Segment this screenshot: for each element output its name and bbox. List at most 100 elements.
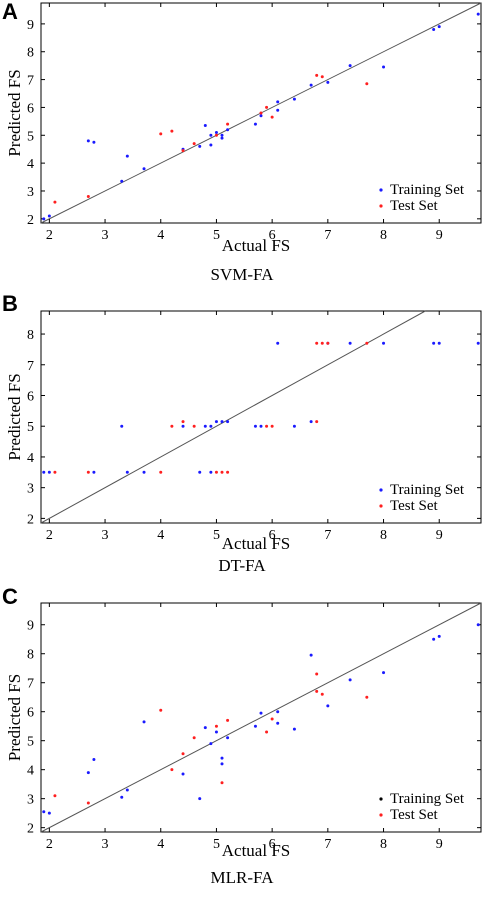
svm-fa-test-point: [181, 149, 185, 153]
svm-fa-test-point: [320, 75, 324, 79]
mlr-fa-legend-test-marker: [379, 813, 383, 817]
dt-fa-test-point: [181, 420, 185, 424]
mlr-fa-plot-frame: [40, 602, 482, 833]
dt-fa-training-point: [47, 470, 51, 474]
dt-fa-training-point: [476, 341, 480, 345]
svm-fa-training-point: [86, 139, 90, 143]
mlr-fa-training-point: [120, 795, 124, 799]
dt-fa-legend-training-label: Training Set: [390, 482, 465, 498]
svm-fa-training-point: [203, 124, 207, 128]
dt-fa-x-tick-label: 6: [269, 528, 276, 543]
dt-fa-training-point: [348, 341, 352, 345]
svm-fa-scatter-chart: 2 3 4 5 6 7 8 9 2 3 4 5 6 7 8 9 Actual FS Predicted FS Tra…: [5, 2, 482, 255]
mlr-fa-training-point: [142, 720, 146, 724]
svm-fa-training-point: [309, 83, 313, 87]
svm-fa-test-point: [226, 122, 230, 126]
mlr-fa-test-point: [159, 708, 163, 712]
svm-fa-training-point: [476, 12, 480, 16]
mlr-fa-test-point: [181, 752, 185, 756]
panel-letter-b: B: [2, 291, 18, 316]
svm-fa-training-point: [198, 144, 202, 148]
dt-fa-training-point: [259, 424, 263, 428]
mlr-fa-test-point: [270, 717, 274, 721]
mlr-fa-test-point: [192, 736, 196, 740]
svm-fa-y-tick-label: 6: [27, 101, 34, 116]
mlr-fa-legend-training-label: Training Set: [390, 791, 465, 807]
chart-caption-svm-fa: SVM-FA: [210, 265, 274, 284]
dt-fa-training-point: [437, 341, 441, 345]
svm-fa-training-point: [382, 65, 386, 69]
mlr-fa-x-tick-label: 7: [324, 837, 331, 852]
dt-fa-test-point: [315, 420, 319, 424]
dt-fa-x-tick-label: 2: [46, 528, 53, 543]
mlr-fa-scatter-chart: 2 3 4 5 6 7 8 9 2 3 4 5 6 7 8 9 Actual FS Predicted FS Tra…: [5, 602, 482, 860]
svm-fa-legend-test-label: Test Set: [390, 198, 439, 214]
mlr-fa-training-point: [276, 721, 280, 725]
mlr-fa-training-point: [47, 811, 51, 815]
mlr-fa-x-tick-label: 8: [380, 837, 387, 852]
mlr-fa-training-point: [309, 653, 313, 657]
svm-fa-training-point: [292, 97, 296, 101]
dt-fa-test-point: [365, 341, 369, 345]
dt-fa-y-tick-label: 5: [27, 420, 34, 435]
dt-fa-test-point: [226, 470, 230, 474]
dt-fa-plot-frame: [40, 310, 482, 524]
mlr-fa-y-axis-label: Predicted FS: [5, 674, 24, 761]
mlr-fa-test-point: [214, 724, 218, 728]
mlr-fa-training-point: [432, 637, 436, 641]
mlr-fa-training-point: [382, 671, 386, 675]
mlr-fa-test-point: [86, 801, 90, 805]
dt-fa-y-tick-label: 8: [27, 328, 34, 343]
mlr-fa-y-tick-label: 7: [27, 677, 34, 692]
mlr-fa-training-point: [214, 730, 218, 734]
dt-fa-x-tick-label: 5: [213, 528, 220, 543]
dt-fa-y-tick-label: 7: [27, 359, 34, 374]
dt-fa-training-point: [92, 470, 96, 474]
chart-caption-dt-fa: DT-FA: [218, 556, 266, 575]
svm-fa-x-tick-label: 7: [324, 228, 331, 243]
svm-fa-y-tick-label: 2: [27, 213, 34, 228]
svm-fa-legend-training-marker: [379, 188, 383, 192]
svm-fa-training-point: [253, 122, 257, 126]
dt-fa-test-point: [220, 470, 224, 474]
dt-fa-training-point: [209, 470, 213, 474]
mlr-fa-test-point: [320, 692, 324, 696]
svm-fa-y-tick-label: 9: [27, 18, 34, 33]
mlr-fa-test-point: [170, 768, 174, 772]
dt-fa-training-point: [226, 420, 230, 424]
svm-fa-test-point: [170, 129, 174, 133]
mlr-fa-y-tick-label: 2: [27, 822, 34, 837]
dt-fa-training-point: [276, 341, 280, 345]
dt-fa-test-point: [320, 341, 324, 345]
svm-fa-training-point: [120, 179, 124, 183]
svm-fa-test-point: [259, 111, 263, 115]
mlr-fa-test-point: [315, 672, 319, 676]
svm-fa-training-point: [220, 136, 224, 140]
dt-fa-training-point: [382, 341, 386, 345]
svm-fa-test-point: [214, 133, 218, 137]
mlr-fa-training-point: [326, 704, 330, 708]
svm-fa-training-point: [220, 133, 224, 137]
svm-fa-x-tick-label: 5: [213, 228, 220, 243]
svm-fa-training-point: [259, 114, 263, 118]
svm-fa-training-point: [326, 80, 330, 84]
dt-fa-x-tick-label: 4: [157, 528, 164, 543]
mlr-fa-training-point: [226, 736, 230, 740]
mlr-fa-legend-test-label: Test Set: [390, 807, 439, 823]
panel-letter-c: C: [2, 584, 18, 609]
dt-fa-training-point: [198, 470, 202, 474]
dt-fa-test-point: [315, 341, 319, 345]
dt-fa-test-point: [326, 341, 330, 345]
mlr-fa-x-tick-label: 5: [213, 837, 220, 852]
dt-fa-scatter-chart: 2 3 4 5 6 7 8 9 2 3 4 5 6 7 8 Actual FS Predicted FS Trai…: [5, 310, 482, 553]
svm-fa-test-point: [86, 195, 90, 199]
mlr-fa-training-point: [198, 797, 202, 801]
svm-fa-x-tick-label: 9: [436, 228, 443, 243]
mlr-fa-training-point: [220, 756, 224, 760]
svm-fa-training-point: [209, 143, 213, 147]
svm-fa-plot-frame: [40, 2, 482, 224]
svm-fa-training-point: [125, 154, 129, 158]
svm-fa-training-point: [209, 133, 213, 137]
svm-fa-training-point: [437, 25, 441, 29]
svm-fa-legend-training-label: Training Set: [390, 182, 465, 198]
